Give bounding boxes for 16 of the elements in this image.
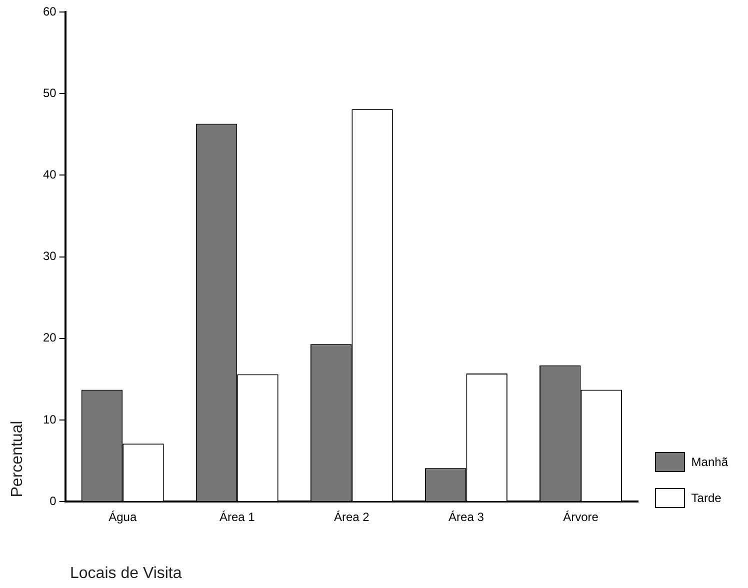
x-axis-title: Locais de Visita bbox=[70, 565, 182, 583]
y-tick-label: 50 bbox=[42, 86, 57, 100]
x-tick-label: Área 2 bbox=[334, 510, 370, 524]
x-tick-label: Área 3 bbox=[448, 510, 484, 524]
y-tick-label: 10 bbox=[42, 412, 57, 426]
y-tick-label: 30 bbox=[42, 249, 57, 264]
y-tick-label: 40 bbox=[42, 168, 57, 182]
text: Tarde bbox=[691, 491, 722, 505]
x-tick-label: Água bbox=[108, 510, 137, 524]
x-tick-label: Árvore bbox=[563, 510, 599, 524]
y-tick-label: 0 bbox=[50, 494, 57, 508]
y-tick-label: 20 bbox=[42, 330, 57, 345]
y-axis-title: Percentual bbox=[9, 420, 27, 499]
x-tick-label: Área 1 bbox=[219, 510, 256, 524]
legend-label: Manhã bbox=[691, 455, 728, 469]
y-tick-label: 60 bbox=[42, 4, 57, 18]
